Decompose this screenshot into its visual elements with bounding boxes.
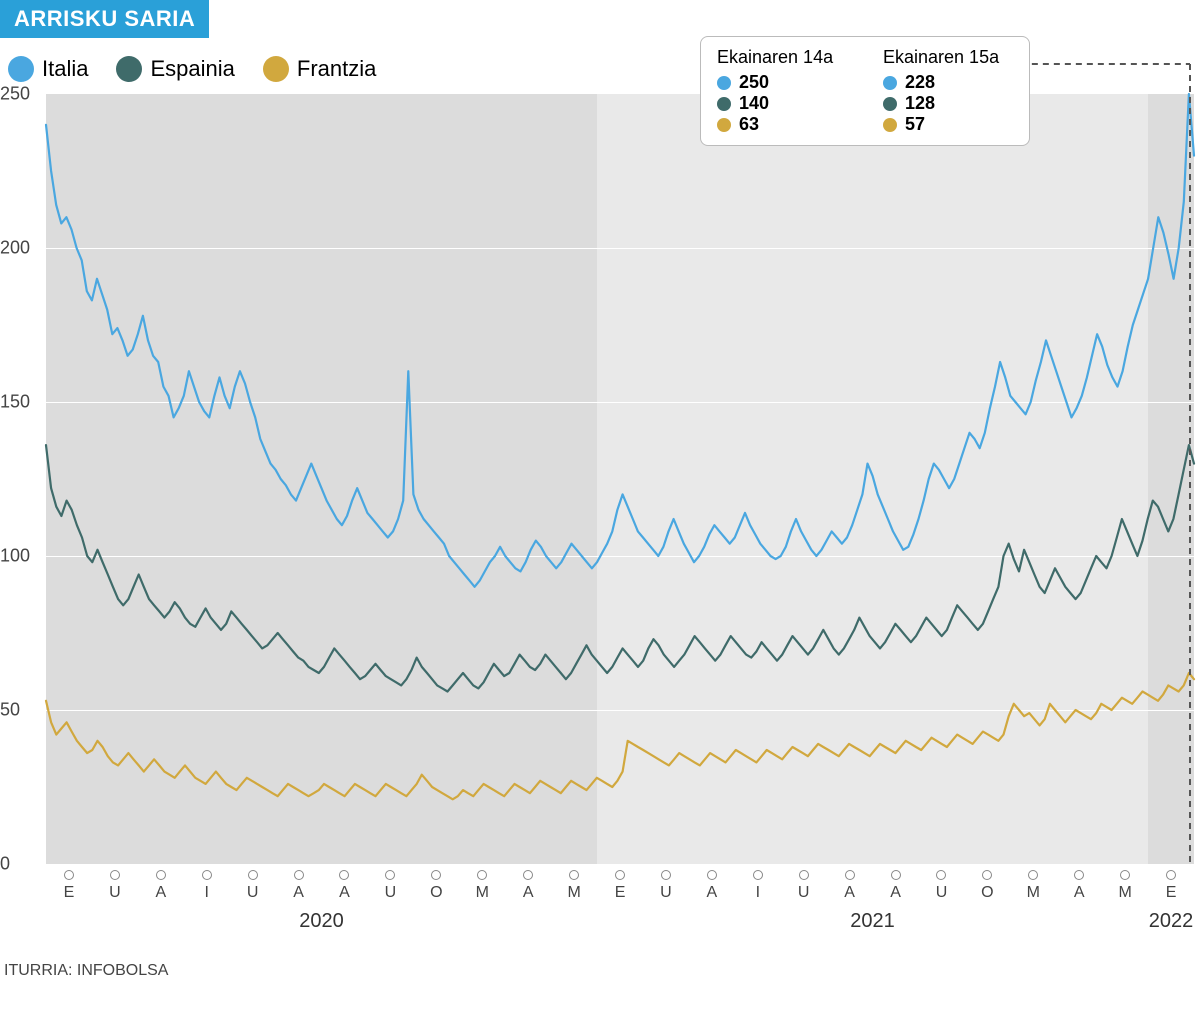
x-tick: E <box>1148 870 1194 902</box>
legend-label: Espainia <box>150 56 234 82</box>
callout-value: 128 <box>883 93 1013 114</box>
callout-value: 57 <box>883 114 1013 135</box>
x-tick: A <box>322 870 368 902</box>
dot-icon <box>883 76 897 90</box>
callout-title: Ekainaren 14a <box>717 47 847 68</box>
callout-value: 140 <box>717 93 847 114</box>
legend-label: Italia <box>42 56 88 82</box>
series-italia <box>46 94 1194 587</box>
x-tick: U <box>643 870 689 902</box>
year-label: 2021 <box>597 910 1148 933</box>
year-label: 2022 <box>1148 910 1194 933</box>
callout-box: Ekainaren 14a 25014063 Ekainaren 15a 228128… <box>700 36 1030 146</box>
x-tick: I <box>735 870 781 902</box>
x-tick: U <box>367 870 413 902</box>
dot-icon <box>717 76 731 90</box>
x-tick: O <box>964 870 1010 902</box>
x-axis-months: EUAIUAAUOMAMEUAIUAAUOMAME <box>46 870 1194 902</box>
x-tick: E <box>597 870 643 902</box>
chart-title: ARRISKU SARIA <box>0 0 209 38</box>
legend-swatch <box>263 56 289 82</box>
dot-icon <box>717 97 731 111</box>
x-tick: U <box>781 870 827 902</box>
legend-item: Espainia <box>116 56 234 82</box>
x-tick: M <box>459 870 505 902</box>
legend-label: Frantzia <box>297 56 376 82</box>
legend-item: Frantzia <box>263 56 376 82</box>
x-tick: M <box>1102 870 1148 902</box>
x-tick: A <box>1056 870 1102 902</box>
x-tick: O <box>413 870 459 902</box>
x-tick: A <box>276 870 322 902</box>
x-axis-years: 202020212022 <box>46 910 1194 933</box>
x-tick: U <box>92 870 138 902</box>
y-tick-label: 0 <box>0 854 10 875</box>
dot-icon <box>883 118 897 132</box>
x-tick: A <box>827 870 873 902</box>
legend-swatch <box>116 56 142 82</box>
x-tick: U <box>230 870 276 902</box>
line-chart: Ekainaren 14a25014063Ekainaren 15a228128… <box>0 94 1200 954</box>
dot-icon <box>883 97 897 111</box>
y-tick-label: 250 <box>0 84 30 105</box>
callout-value: 63 <box>717 114 847 135</box>
year-label: 2020 <box>46 910 597 933</box>
callout-column: Ekainaren 14a 25014063 <box>717 47 847 135</box>
y-tick-label: 150 <box>0 392 30 413</box>
x-tick: E <box>46 870 92 902</box>
y-tick-label: 50 <box>0 700 20 721</box>
x-tick: U <box>919 870 965 902</box>
callout-value: 250 <box>717 72 847 93</box>
series-frantzia <box>46 673 1194 799</box>
x-tick: M <box>551 870 597 902</box>
series-lines <box>46 94 1194 864</box>
source-line: ITURRIA: INFOBOLSA <box>0 954 1200 980</box>
x-tick: A <box>873 870 919 902</box>
x-tick: I <box>184 870 230 902</box>
legend-item: Italia <box>8 56 88 82</box>
y-tick-label: 100 <box>0 546 30 567</box>
y-tick-label: 200 <box>0 238 30 259</box>
callout-value: 228 <box>883 72 1013 93</box>
legend-swatch <box>8 56 34 82</box>
series-espainia <box>46 445 1194 691</box>
x-tick: M <box>1010 870 1056 902</box>
callout-column: Ekainaren 15a 22812857 <box>883 47 1013 135</box>
x-tick: A <box>505 870 551 902</box>
dot-icon <box>717 118 731 132</box>
callout-title: Ekainaren 15a <box>883 47 1013 68</box>
x-tick: A <box>689 870 735 902</box>
x-tick: A <box>138 870 184 902</box>
